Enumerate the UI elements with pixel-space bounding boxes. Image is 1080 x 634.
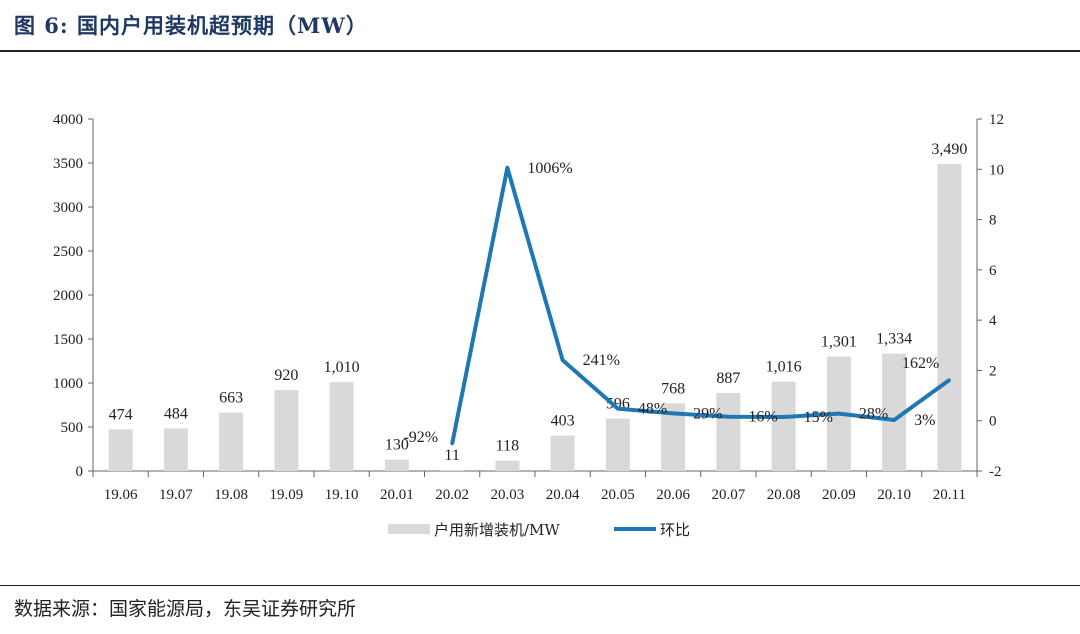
line-point <box>782 415 786 419</box>
right-tick-label: 12 <box>989 112 1004 128</box>
left-tick-label: 0 <box>76 464 84 480</box>
line-value-label: 3% <box>914 412 935 429</box>
x-tick-label: 19.10 <box>325 487 359 503</box>
left-tick-label: 1000 <box>53 376 83 392</box>
x-tick-label: 20.01 <box>380 487 414 503</box>
line-point <box>726 415 730 419</box>
bar-value-label: 1,301 <box>821 334 857 351</box>
bar-value-label: 663 <box>219 390 243 407</box>
x-tick-label: 20.11 <box>933 487 966 503</box>
bar-value-label: 1,334 <box>876 331 912 348</box>
bar <box>440 470 465 471</box>
bar <box>716 392 741 471</box>
left-tick-label: 3500 <box>53 156 83 172</box>
line-point <box>837 412 841 416</box>
right-tick-label: 2 <box>989 363 997 379</box>
line-point <box>561 358 565 362</box>
figure-title: 图 6: 国内户用装机超预期（MW） <box>14 13 368 38</box>
bar <box>163 428 188 471</box>
x-tick-label: 20.04 <box>546 487 580 503</box>
bar <box>384 459 409 471</box>
source-note: 数据来源：国家能源局，东吴证券研究所 <box>14 598 357 620</box>
source-divider <box>0 585 1080 586</box>
right-tick-label: 6 <box>989 263 997 279</box>
line-point <box>450 442 454 446</box>
line-value-label: -92% <box>403 429 438 446</box>
bar <box>219 412 244 471</box>
line-point <box>616 407 620 411</box>
line-value-label: 15% <box>804 409 833 426</box>
bar-value-label: 11 <box>444 447 459 464</box>
left-tick-label: 1500 <box>53 332 83 348</box>
line-value-label: 1006% <box>527 160 572 177</box>
bar-value-label: 484 <box>164 405 188 422</box>
bar <box>605 418 630 471</box>
bar-value-label: 887 <box>716 370 740 387</box>
bar-value-label: 3,490 <box>931 141 967 158</box>
x-tick-label: 19.07 <box>159 487 193 503</box>
legend-swatch-bar <box>388 524 430 534</box>
bar <box>495 460 520 471</box>
left-tick-label: 500 <box>61 420 84 436</box>
bar <box>108 429 133 471</box>
x-tick-label: 20.03 <box>491 487 525 503</box>
x-tick-label: 20.10 <box>877 487 911 503</box>
left-tick-label: 2500 <box>53 244 83 260</box>
x-tick-label: 20.05 <box>601 487 635 503</box>
line-point <box>892 418 896 422</box>
bar-value-label: 1,010 <box>324 359 360 376</box>
bar <box>329 382 354 471</box>
right-tick-label: 10 <box>989 162 1004 178</box>
line-point <box>671 411 675 415</box>
x-tick-label: 20.02 <box>435 487 469 503</box>
x-tick-label: 19.08 <box>214 487 248 503</box>
bar-value-label: 920 <box>274 367 298 384</box>
bar-value-label: 768 <box>661 380 685 397</box>
legend-label-bar: 户用新增装机/MW <box>434 521 560 539</box>
title-divider <box>0 50 1080 52</box>
line-value-label: 29% <box>693 405 722 422</box>
bar-value-label: 403 <box>551 413 575 430</box>
bar-value-label: 474 <box>109 406 133 423</box>
bar <box>771 381 796 471</box>
bar-value-label: 130 <box>385 437 409 454</box>
bar-value-label: 118 <box>496 438 519 455</box>
bar <box>937 163 962 471</box>
line-point <box>947 378 951 382</box>
left-tick-label: 2000 <box>53 288 83 304</box>
left-tick-label: 3000 <box>53 200 83 216</box>
right-tick-label: 8 <box>989 213 997 229</box>
bar-value-label: 1,016 <box>766 359 802 376</box>
line-value-label: 162% <box>902 355 939 372</box>
right-tick-label: 0 <box>989 414 997 430</box>
line-value-label: 28% <box>859 406 888 423</box>
bar <box>550 435 575 471</box>
line-series <box>450 165 951 445</box>
left-tick-label: 4000 <box>53 112 83 128</box>
right-tick-label: 4 <box>989 313 997 329</box>
x-tick-label: 20.06 <box>656 487 690 503</box>
x-tick-label: 19.06 <box>104 487 138 503</box>
line-point <box>505 166 509 170</box>
x-tick-label: 20.07 <box>712 487 746 503</box>
right-tick-label: -2 <box>989 464 1002 480</box>
bar <box>274 390 299 471</box>
line-value-label: 16% <box>748 409 777 426</box>
line-value-label: 48% <box>638 401 667 418</box>
line-value-label: 241% <box>583 352 620 369</box>
legend-label-line: 环比 <box>660 521 690 539</box>
x-tick-label: 19.09 <box>270 487 304 503</box>
x-tick-label: 20.08 <box>767 487 801 503</box>
x-tick-label: 20.09 <box>822 487 856 503</box>
